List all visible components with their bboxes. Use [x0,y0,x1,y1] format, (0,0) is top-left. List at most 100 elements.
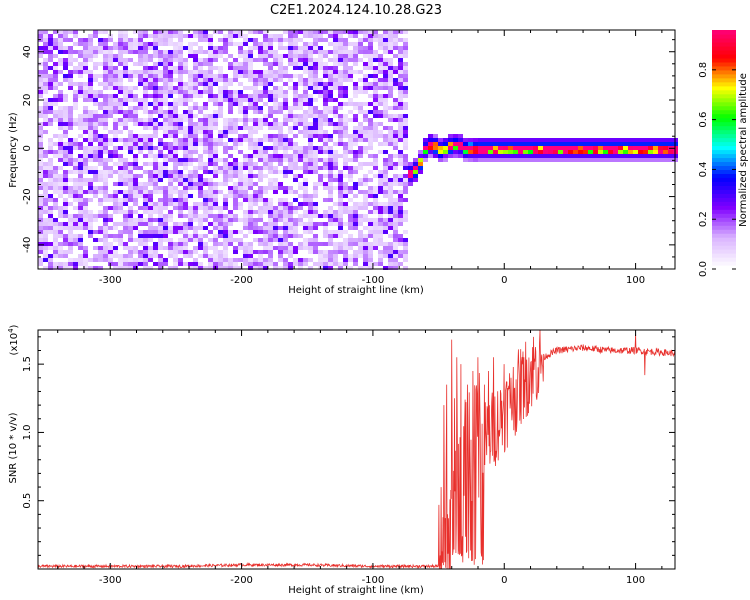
heatmap-cell [83,90,88,94]
heatmap-cell [103,150,108,154]
heatmap-cell [88,166,93,170]
heatmap-cell [98,102,103,106]
heatmap-cell [103,94,108,98]
heatmap-cell [278,62,283,66]
heatmap-cell [293,206,298,210]
heatmap-cell [178,74,183,78]
heatmap-cell [343,150,348,154]
heatmap-cell [118,34,123,38]
heatmap-cell [338,58,343,62]
heatmap-cell [108,166,113,170]
heatmap-cell [363,54,368,58]
heatmap-cell [93,66,98,70]
heatmap-cell [183,230,188,234]
heatmap-cell [143,34,148,38]
heatmap-cell [153,254,158,258]
heatmap-cell [493,158,498,162]
heatmap-cell [188,154,193,158]
heatmap-cell [228,170,233,174]
heatmap-cell [43,266,48,270]
heatmap-cell [608,142,613,146]
heatmap-cell [173,138,178,142]
heatmap-cell [203,34,208,38]
heatmap-cell [43,182,48,186]
heatmap-cell [198,30,203,34]
heatmap-cell [403,242,408,246]
heatmap-cell [403,266,408,270]
heatmap-cell [143,206,148,210]
heatmap-cell [363,138,368,142]
heatmap-cell [58,146,63,150]
heatmap-cell [403,238,408,242]
heatmap-cell [278,146,283,150]
heatmap-cell [293,42,298,46]
figure-title: C2E1.2024.124.10.28.G23 [270,3,442,18]
heatmap-cell [68,150,73,154]
heatmap-cell [338,106,343,110]
heatmap-cell [313,134,318,138]
heatmap-cell [533,146,538,150]
heatmap-cell [343,42,348,46]
heatmap-cell [58,242,63,246]
heatmap-cell [248,126,253,130]
heatmap-cell [388,30,393,34]
heatmap-cell [368,222,373,226]
heatmap-cell [223,94,228,98]
heatmap-cell [148,94,153,98]
heatmap-cell [403,86,408,90]
heatmap-cell [63,142,68,146]
heatmap-cell [443,138,448,142]
heatmap-cell [453,154,458,158]
heatmap-cell [233,230,238,234]
heatmap-cell [233,94,238,98]
heatmap-cell [53,198,58,202]
heatmap-cell [198,110,203,114]
heatmap-cell [303,118,308,122]
heatmap-cell [393,42,398,46]
heatmap-cell [188,70,193,74]
heatmap-cell [223,166,228,170]
heatmap-cell [288,162,293,166]
heatmap-cell [298,74,303,78]
heatmap-cell [288,218,293,222]
heatmap-cell [193,266,198,270]
heatmap-cell [543,146,548,150]
heatmap-cell [308,70,313,74]
heatmap-cell [178,58,183,62]
heatmap-cell [93,126,98,130]
heatmap-cell [268,126,273,130]
heatmap-cell [98,266,103,270]
heatmap-cell [158,122,163,126]
heatmap-cell [183,146,188,150]
heatmap-cell [103,246,108,250]
heatmap-cell [328,162,333,166]
heatmap-cell [138,78,143,82]
heatmap-cell [213,198,218,202]
heatmap-cell [323,130,328,134]
colorbar-swatch [712,265,736,270]
heatmap-cell [38,154,43,158]
heatmap-cell [378,54,383,58]
heatmap-cell [133,218,138,222]
heatmap-cell [188,78,193,82]
heatmap-cell [338,118,343,122]
heatmap-cell [178,82,183,86]
heatmap-cell [368,202,373,206]
heatmap-cell [48,86,53,90]
heatmap-cell [303,226,308,230]
heatmap-cell [503,146,508,150]
heatmap-cell [168,238,173,242]
heatmap-cell [368,110,373,114]
heatmap-cell [393,258,398,262]
heatmap-cell [258,262,263,266]
heatmap-cell [163,122,168,126]
heatmap-cell [93,110,98,114]
heatmap-cell [393,190,398,194]
heatmap-cell [263,162,268,166]
heatmap-cell [478,158,483,162]
heatmap-cell [88,86,93,90]
heatmap-cell [148,226,153,230]
heatmap-cell [168,54,173,58]
heatmap-cell [138,258,143,262]
heatmap-cell [138,206,143,210]
